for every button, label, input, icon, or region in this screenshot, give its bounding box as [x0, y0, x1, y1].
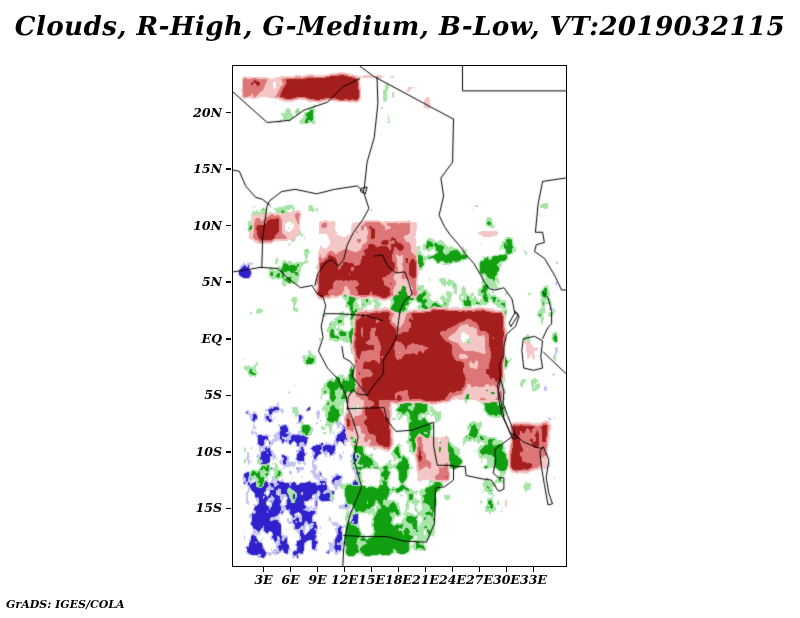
- y-tick-mark: [226, 507, 231, 510]
- grads-attribution: GrADS: IGES/COLA: [6, 598, 125, 611]
- x-axis-label: 33E: [520, 572, 547, 587]
- y-axis-label: 5S: [204, 387, 222, 403]
- x-tick-mark: [505, 567, 508, 572]
- y-tick-mark: [226, 451, 231, 453]
- x-tick-mark: [424, 567, 427, 572]
- x-tick-mark: [397, 567, 400, 572]
- x-axis-label: 6E: [281, 572, 300, 587]
- y-tick-mark: [226, 168, 231, 170]
- y-tick-mark: [226, 338, 231, 340]
- y-tick-mark: [226, 281, 231, 283]
- y-axis-label: 10N: [193, 217, 222, 233]
- y-axis-label: 10S: [195, 443, 222, 459]
- x-tick-mark: [370, 567, 373, 572]
- x-axis-label: 3E: [254, 572, 273, 587]
- x-axis-label: 21E: [412, 572, 439, 587]
- x-axis-label: 18E: [385, 572, 412, 587]
- y-axis-label: 15N: [193, 161, 222, 177]
- x-axis-label: 27E: [466, 572, 493, 587]
- y-axis-label: 5N: [201, 274, 222, 290]
- x-tick-mark: [316, 567, 319, 572]
- x-axis-label: 9E: [308, 572, 327, 587]
- y-tick-mark: [226, 394, 231, 397]
- map-frame: [232, 65, 567, 567]
- x-tick-mark: [451, 567, 454, 572]
- cloud-map-canvas: [233, 66, 566, 566]
- x-tick-mark: [289, 567, 292, 572]
- y-tick-mark: [226, 224, 231, 227]
- x-tick-mark: [343, 567, 346, 572]
- y-axis-label: 20N: [193, 104, 222, 120]
- y-axis-label: 15S: [195, 500, 222, 516]
- x-axis-label: 12E: [331, 572, 358, 587]
- x-tick-mark: [532, 567, 535, 572]
- x-tick-mark: [262, 567, 265, 572]
- x-axis-label: 24E: [439, 572, 466, 587]
- x-axis-label: 30E: [493, 572, 520, 587]
- y-axis-label: EQ: [201, 330, 222, 346]
- x-axis-label: 15E: [358, 572, 385, 587]
- y-tick-mark: [226, 111, 231, 114]
- x-tick-mark: [478, 567, 481, 572]
- figure-title: Clouds, R-High, G-Medium, B-Low, VT:2019…: [14, 12, 786, 42]
